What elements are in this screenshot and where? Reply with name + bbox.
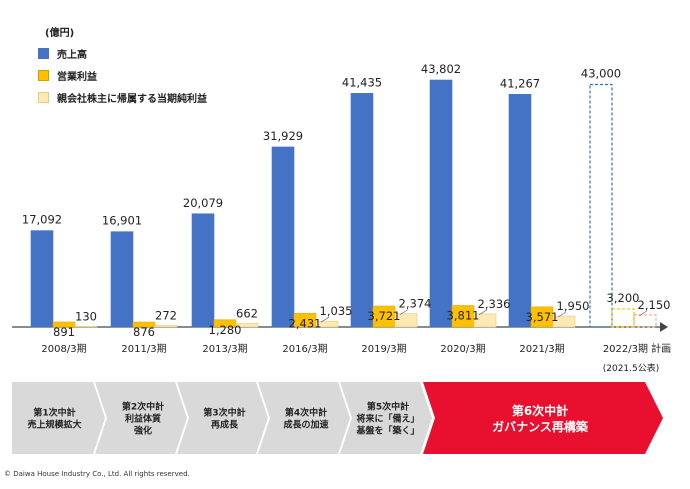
value-label-series2-5: 2,336 (478, 297, 511, 311)
bar-series0-6 (508, 93, 532, 328)
category-label-3: 2016/3期 (282, 343, 327, 355)
bar-series2-0 (74, 325, 98, 328)
phase-text-1-2: 強化 (134, 425, 152, 437)
value-label-series2-3: 1,035 (320, 304, 353, 318)
phase-text-0-1: 売上規模拡大 (27, 419, 81, 431)
unit-label: (億円) (45, 28, 75, 39)
phase-chevron-5 (423, 382, 663, 454)
leader-line-5 (478, 309, 488, 316)
phase-chevron-3 (258, 382, 350, 454)
category-label-5: 2020/3期 (440, 343, 485, 355)
value-label-series0-4: 41,435 (342, 75, 382, 89)
bar-series2-1 (154, 325, 178, 328)
value-label-series1-6: 3,571 (526, 310, 559, 324)
bar-series2-2 (235, 322, 259, 328)
phase-text-2-0: 第3次中計 (203, 407, 245, 419)
legend-swatch-net (38, 91, 49, 103)
value-label-series0-5: 43,802 (421, 62, 461, 76)
phase-text-4-2: 基盤を「築く」 (355, 425, 419, 437)
bar-series0-7 (589, 83, 613, 328)
phase-text-4-0: 第5次中計 (367, 401, 409, 413)
category-label-7: 2022/3期 計画 (603, 342, 671, 355)
bar-series2-7 (633, 314, 657, 328)
value-label-series0-0: 17,092 (22, 213, 62, 227)
bar-series2-3 (315, 320, 339, 328)
legend-label-sales: 売上高 (57, 49, 87, 61)
phase-text-4-1: 将来に「備え」 (356, 413, 419, 425)
bar-series2-6 (552, 315, 576, 328)
bar-series0-1 (110, 231, 134, 328)
value-label-series1-3: 2,431 (289, 316, 322, 330)
phase-text-5-0: 第6次中計 (512, 403, 568, 418)
x-axis-arrow (660, 322, 668, 332)
value-label-series1-4: 3,721 (368, 309, 401, 323)
bar-series2-5 (473, 313, 497, 328)
bar-series0-2 (191, 213, 215, 328)
legend: 売上高 営業利益 親会社株主に帰属する当期純利益 (38, 42, 207, 108)
value-label-series1-0: 891 (53, 325, 75, 339)
legend-swatch-sales (38, 47, 49, 59)
category-label-2: 2013/3期 (202, 343, 247, 355)
phase-text-3-0: 第4次中計 (285, 407, 327, 419)
legend-item-operating: 営業利益 (38, 64, 207, 86)
legend-item-sales: 売上高 (38, 42, 207, 64)
value-label-series1-2: 1,280 (209, 323, 242, 337)
value-label-series0-2: 20,079 (183, 196, 223, 210)
legend-label-operating: 営業利益 (57, 71, 97, 83)
value-label-series2-6: 1,950 (557, 299, 590, 313)
phase-text-3-1: 成長の加速 (283, 419, 328, 431)
bar-series1-1 (132, 321, 156, 328)
value-label-series2-0: 130 (75, 309, 97, 323)
value-label-series2-7: 2,150 (638, 298, 671, 312)
phase-text-1-1: 利益体質 (124, 413, 161, 425)
legend-label-net: 親会社株主に帰属する当期純利益 (57, 93, 207, 105)
plan-note: (2021.5公表) (603, 362, 660, 374)
phase-text-0-0: 第1次中計 (33, 407, 75, 419)
leader-line-7 (638, 310, 648, 317)
bar-series1-7 (611, 308, 635, 328)
bar-series0-5 (429, 79, 453, 328)
value-label-series0-7: 43,000 (581, 67, 621, 81)
category-label-0: 2008/3期 (41, 343, 86, 355)
phase-chevron-4 (340, 382, 432, 454)
legend-item-net: 親会社株主に帰属する当期純利益 (38, 86, 207, 108)
value-label-series0-6: 41,267 (500, 76, 540, 90)
phase-chevron-2 (177, 382, 268, 454)
bar-series0-4 (350, 93, 374, 328)
leader-line-3 (320, 316, 330, 323)
category-label-1: 2011/3期 (121, 343, 166, 355)
copyright: © Daiwa House Industry Co., Ltd. All rig… (4, 470, 190, 478)
bar-series0-0 (30, 230, 54, 328)
bar-series1-3 (293, 312, 317, 328)
value-label-series0-3: 31,929 (263, 129, 303, 143)
phase-text-2-1: 再成長 (211, 419, 239, 431)
phase-text-5-1: ガバナンス再構築 (492, 419, 589, 434)
bar-series1-0 (52, 321, 76, 328)
value-label-series2-1: 272 (155, 308, 177, 322)
leader-line-6 (557, 311, 567, 318)
leader-line-4 (399, 309, 409, 315)
value-label-series1-1: 876 (133, 325, 155, 339)
phase-chevron-1 (95, 382, 187, 454)
bar-series0-3 (271, 146, 295, 328)
value-label-series2-2: 662 (236, 306, 258, 320)
category-label-6: 2021/3期 (519, 343, 564, 355)
value-label-series1-7: 3,200 (607, 291, 640, 305)
phase-text-1-0: 第2次中計 (122, 401, 164, 413)
value-label-series1-5: 3,811 (447, 309, 480, 323)
value-label-series0-1: 16,901 (102, 214, 142, 228)
value-label-series2-4: 2,374 (399, 297, 432, 311)
legend-swatch-operating (38, 69, 49, 81)
category-label-4: 2019/3期 (361, 343, 406, 355)
bar-series2-4 (394, 313, 418, 328)
phase-chevron-0 (12, 382, 105, 454)
